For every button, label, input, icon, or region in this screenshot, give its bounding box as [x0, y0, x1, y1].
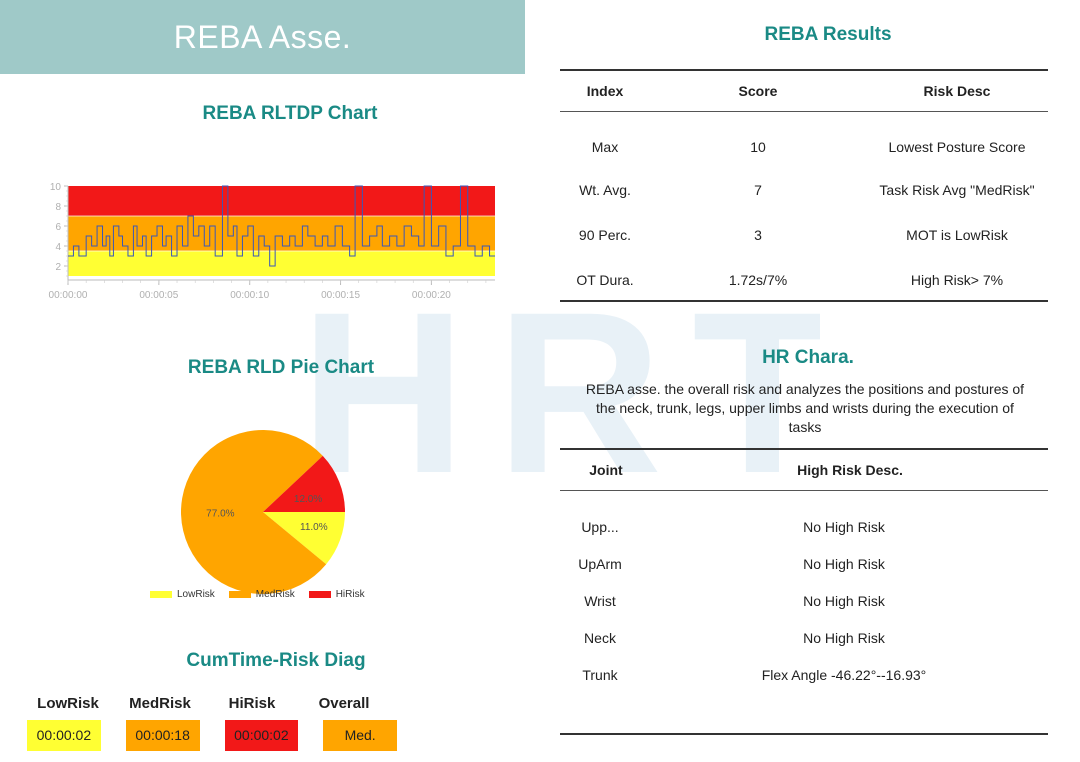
left-panel: REBA Asse. REBA RLTDP Chart 2 4 6 8 10 00:00:… [0, 0, 525, 752]
results-header: Index Score Risk Desc [560, 80, 1048, 102]
pie-slice-medrisk [180, 430, 327, 594]
hr-header-joint: Joint [589, 462, 623, 478]
cum-label-high: HiRisk [228, 695, 276, 712]
results-cell: 1.72s/7% [728, 271, 788, 288]
hr-header: Joint High Risk Desc. [560, 459, 1048, 481]
hr-cell: No High Risk [803, 592, 885, 609]
hr-rule-top [560, 448, 1048, 450]
results-rule-mid [560, 111, 1048, 112]
results-header-desc: Risk Desc [923, 83, 991, 99]
results-header-score: Score [738, 83, 778, 99]
table-row: Wt. Avg. 7 Task Risk Avg "MedRisk" [560, 168, 1048, 212]
table-row: Neck No High Risk [560, 619, 1048, 656]
cum-label-low: LowRisk [37, 695, 99, 712]
hr-cell: UpArm [578, 555, 622, 572]
hr-cell: Upp... [581, 518, 619, 535]
pie-label-lowrisk: 11.0% [300, 522, 328, 533]
x-tick-label: 00:00:10 [230, 290, 269, 301]
hr-cell: No High Risk [803, 555, 885, 572]
y-tick-label: 4 [55, 242, 61, 253]
hr-rule-mid [560, 490, 1048, 491]
pie-chart-title: REBA RLD Pie Chart [187, 357, 375, 378]
x-tick-label: 00:00:20 [412, 290, 451, 301]
x-tick-label: 00:00:00 [49, 290, 88, 301]
reba-score-line [68, 185, 495, 267]
hr-cell: No High Risk [803, 518, 885, 535]
table-row: OT Dura. 1.72s/7% High Risk> 7% [560, 257, 1048, 302]
legend-swatch-low [150, 590, 172, 598]
results-cell: Max [591, 138, 619, 155]
cum-box-overall: Med. [323, 720, 397, 751]
results-cell: Wt. Avg. [579, 182, 631, 198]
table-row: Max 10 Lowest Posture Score [560, 125, 1048, 168]
results-cell: 3 [754, 226, 762, 243]
results-table: Max 10 Lowest Posture Score Wt. Avg. 7 T… [560, 125, 1048, 302]
banner-title: REBA Asse. [0, 0, 525, 74]
line-chart-title: REBA RLTDP Chart [202, 103, 378, 124]
cum-box-high: 00:00:02 [224, 720, 299, 751]
pie-legend: LowRisk MedRisk HiRisk [150, 586, 410, 602]
table-row: Upp... No High Risk [560, 508, 1048, 545]
cum-label-med: MedRisk [129, 695, 191, 712]
results-cell: 10 [750, 138, 766, 155]
results-rule-bottom [560, 300, 1048, 302]
cum-box-low: 00:00:02 [27, 720, 101, 751]
pie-label-hirisk: 12.0% [294, 494, 322, 505]
results-rule-top [560, 69, 1048, 71]
legend-label-high: HiRisk [335, 588, 365, 600]
hr-rule-bottom [560, 733, 1048, 735]
results-cell: Lowest Posture Score [888, 138, 1026, 155]
hr-cell: Flex Angle -46.22°--16.93° [761, 666, 927, 683]
legend-item-med: MedRisk [228, 588, 295, 600]
table-row: Wrist No High Risk [560, 582, 1048, 619]
pie-slice-hirisk [263, 455, 345, 512]
cum-labels: LowRisk MedRisk HiRisk Overall [22, 695, 392, 715]
legend-label-low: LowRisk [177, 588, 215, 600]
results-cell: Task Risk Avg "MedRisk" [879, 182, 1035, 198]
line-chart: 2 4 6 8 10 00:00:00 00:00:05 00:00:10 00:00:15 00… [49, 182, 495, 301]
results-title: REBA Results [764, 24, 892, 45]
hr-cell: Neck [584, 629, 616, 646]
hr-description: REBA asse. the overall risk and analyzes… [585, 381, 1025, 435]
table-row: UpArm No High Risk [560, 545, 1048, 582]
results-cell: 7 [754, 182, 762, 198]
legend-item-low: LowRisk [150, 589, 215, 600]
results-header-index: Index [586, 83, 624, 99]
y-tick-label: 6 [55, 222, 61, 233]
y-tick-label: 10 [50, 182, 62, 193]
pie-label-medrisk: 77.0% [206, 509, 234, 520]
results-cell: High Risk> 7% [910, 271, 1004, 288]
legend-item-high: HiRisk [308, 588, 365, 600]
hr-title: HR Chara. [762, 347, 854, 368]
y-tick-label: 8 [55, 202, 61, 213]
legend-swatch-med [228, 590, 251, 598]
hr-cell: Trunk [582, 666, 618, 683]
cum-title: CumTime-Risk Diag [186, 650, 366, 671]
hr-cell: Wrist [584, 592, 616, 609]
table-row: 90 Perc. 3 MOT is LowRisk [560, 212, 1048, 257]
pie-chart: 11.0% 77.0% 12.0% [180, 430, 345, 594]
cum-box-med: 00:00:18 [125, 720, 200, 751]
table-row: Trunk Flex Angle -46.22°--16.93° [560, 656, 1048, 693]
risk-band-0 [68, 251, 495, 276]
cum-boxes: 00:00:02 00:00:18 00:00:02 Med. [27, 720, 397, 752]
x-tick-label: 00:00:15 [321, 290, 360, 301]
x-tick-label: 00:00:05 [139, 290, 178, 301]
right-panel: REBA Results Index Score Risk Desc Max 1… [540, 0, 1080, 762]
hr-table: Upp... No High Risk UpArm No High Risk W… [560, 508, 1048, 693]
y-tick-label: 2 [55, 262, 61, 273]
pie-slice-lowrisk [263, 512, 345, 565]
legend-swatch-high [308, 590, 331, 598]
results-cell: OT Dura. [576, 271, 634, 288]
legend-label-med: MedRisk [255, 588, 295, 600]
results-cell: 90 Perc. [578, 226, 632, 243]
hr-cell: No High Risk [803, 629, 885, 646]
cum-label-overall: Overall [318, 695, 370, 712]
results-cell: MOT is LowRisk [906, 226, 1008, 243]
hr-header-desc: High Risk Desc. [797, 462, 903, 478]
